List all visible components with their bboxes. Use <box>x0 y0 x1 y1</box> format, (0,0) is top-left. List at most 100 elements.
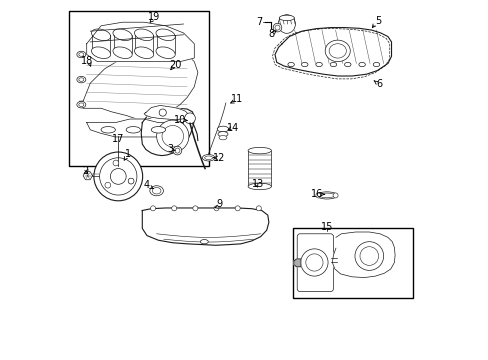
Polygon shape <box>80 51 198 119</box>
Ellipse shape <box>77 102 85 108</box>
Circle shape <box>175 148 180 153</box>
Circle shape <box>156 120 188 152</box>
Bar <box>292 228 412 298</box>
Ellipse shape <box>156 29 175 41</box>
Circle shape <box>274 25 280 30</box>
Ellipse shape <box>134 47 153 58</box>
Polygon shape <box>274 28 391 76</box>
Polygon shape <box>142 208 268 245</box>
Ellipse shape <box>247 147 271 154</box>
Ellipse shape <box>328 44 346 58</box>
Circle shape <box>273 23 281 32</box>
Text: 10: 10 <box>173 115 186 125</box>
Circle shape <box>359 247 378 265</box>
Circle shape <box>235 206 240 211</box>
Polygon shape <box>247 150 271 186</box>
Circle shape <box>184 113 195 124</box>
Ellipse shape <box>77 76 85 83</box>
Ellipse shape <box>151 127 165 133</box>
Ellipse shape <box>316 192 337 199</box>
Polygon shape <box>144 105 188 120</box>
Ellipse shape <box>325 40 349 62</box>
Circle shape <box>105 182 110 188</box>
Text: 8: 8 <box>268 30 274 39</box>
Circle shape <box>159 109 166 116</box>
Circle shape <box>173 146 182 155</box>
Text: 7: 7 <box>256 17 262 27</box>
Ellipse shape <box>77 51 85 58</box>
Text: 3: 3 <box>166 144 173 154</box>
Circle shape <box>110 168 126 184</box>
Bar <box>69 12 208 166</box>
Circle shape <box>192 206 198 211</box>
Ellipse shape <box>247 183 271 190</box>
Text: 18: 18 <box>81 56 93 66</box>
Circle shape <box>128 178 134 184</box>
Circle shape <box>171 206 176 211</box>
Text: 4: 4 <box>143 180 150 190</box>
Ellipse shape <box>91 29 110 41</box>
Ellipse shape <box>149 186 163 196</box>
Circle shape <box>300 249 327 276</box>
FancyBboxPatch shape <box>297 234 333 292</box>
Polygon shape <box>156 35 174 53</box>
Circle shape <box>354 242 383 270</box>
Circle shape <box>94 152 142 201</box>
Ellipse shape <box>301 62 307 67</box>
Text: 12: 12 <box>213 153 225 163</box>
Circle shape <box>332 193 337 198</box>
Circle shape <box>315 193 320 198</box>
Circle shape <box>162 126 183 147</box>
Ellipse shape <box>152 188 161 194</box>
Circle shape <box>128 178 134 184</box>
Ellipse shape <box>278 15 295 33</box>
Polygon shape <box>332 232 394 278</box>
Text: 15: 15 <box>320 222 332 232</box>
Polygon shape <box>92 35 110 53</box>
Circle shape <box>113 160 119 166</box>
Polygon shape <box>83 172 92 180</box>
Ellipse shape <box>287 62 294 67</box>
Text: 6: 6 <box>375 79 381 89</box>
Ellipse shape <box>101 127 115 133</box>
Ellipse shape <box>91 47 110 58</box>
Circle shape <box>100 158 137 195</box>
Ellipse shape <box>279 15 294 21</box>
Ellipse shape <box>315 62 322 67</box>
Ellipse shape <box>344 62 350 67</box>
Text: 16: 16 <box>310 189 323 199</box>
Ellipse shape <box>79 53 83 56</box>
Ellipse shape <box>219 135 226 140</box>
Ellipse shape <box>200 239 208 244</box>
Ellipse shape <box>113 29 132 41</box>
Polygon shape <box>86 22 194 62</box>
Circle shape <box>305 254 323 271</box>
Polygon shape <box>141 108 194 156</box>
Text: 20: 20 <box>169 60 182 70</box>
Ellipse shape <box>202 154 214 161</box>
Polygon shape <box>135 35 153 53</box>
Ellipse shape <box>79 78 83 81</box>
Text: 13: 13 <box>251 179 264 189</box>
Ellipse shape <box>218 132 227 136</box>
Text: 2: 2 <box>81 166 88 176</box>
Ellipse shape <box>329 62 336 67</box>
Ellipse shape <box>319 193 334 198</box>
Circle shape <box>214 206 219 211</box>
Ellipse shape <box>372 62 379 67</box>
Text: 9: 9 <box>216 199 222 210</box>
Polygon shape <box>113 35 131 53</box>
Text: 14: 14 <box>226 123 239 133</box>
Text: 5: 5 <box>374 17 381 27</box>
Text: 19: 19 <box>148 12 160 22</box>
Ellipse shape <box>126 127 140 133</box>
Text: 1: 1 <box>124 149 131 159</box>
Polygon shape <box>293 259 300 267</box>
Ellipse shape <box>113 47 132 58</box>
Ellipse shape <box>156 47 175 58</box>
Ellipse shape <box>134 29 153 41</box>
Text: 11: 11 <box>231 94 243 104</box>
Ellipse shape <box>358 62 365 67</box>
Ellipse shape <box>79 103 83 107</box>
Ellipse shape <box>217 126 228 132</box>
